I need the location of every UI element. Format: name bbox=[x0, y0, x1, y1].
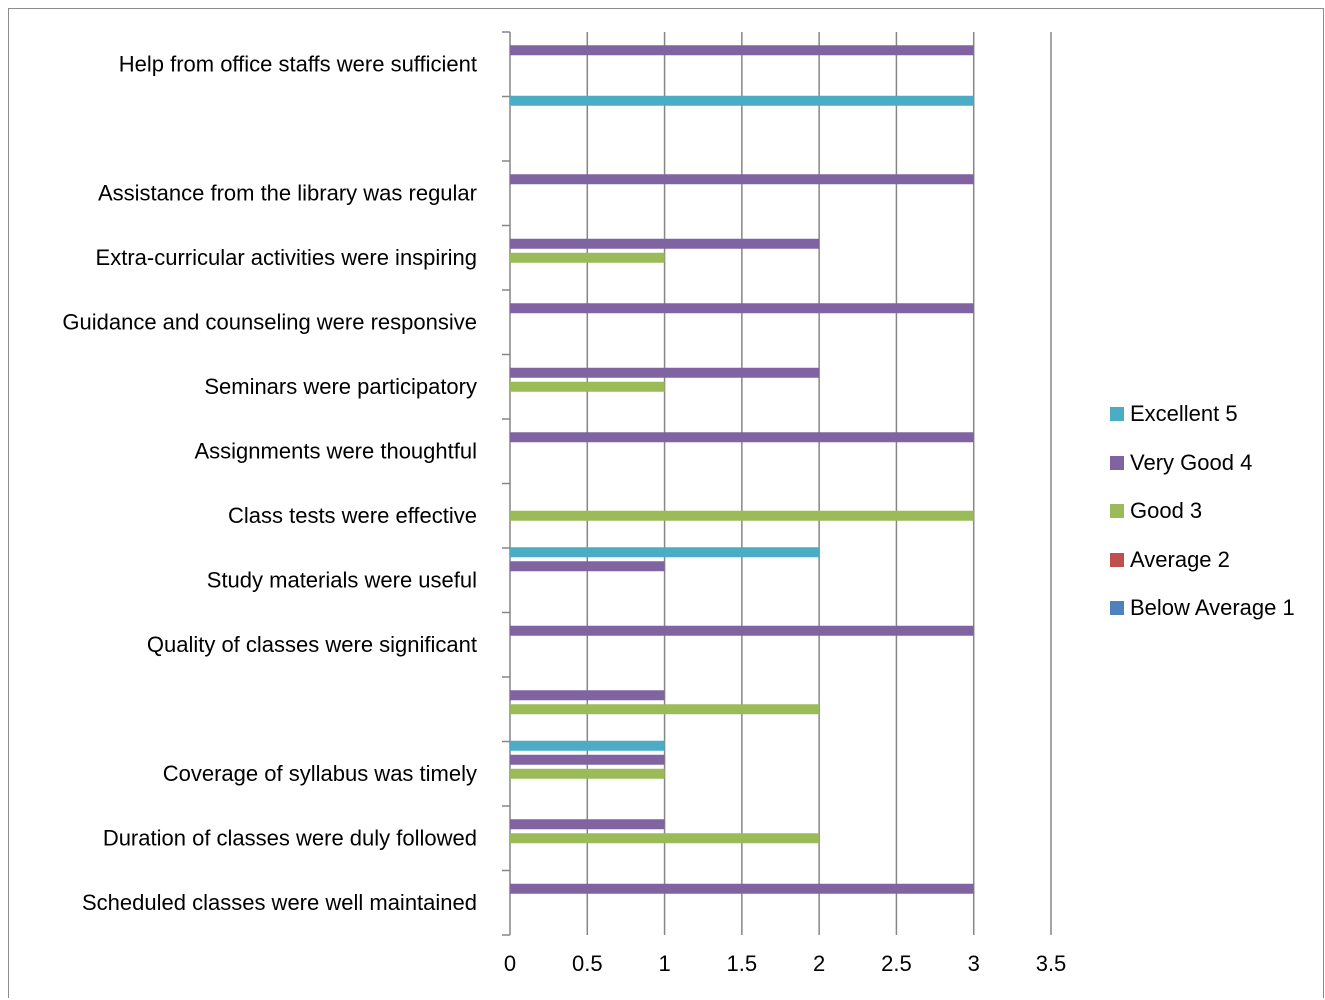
x-tick-label: 2.5 bbox=[881, 951, 912, 976]
chart-frame bbox=[8, 8, 1324, 998]
bar bbox=[510, 819, 665, 830]
category-label: Duration of classes were duly followed bbox=[103, 825, 477, 850]
bar bbox=[510, 95, 974, 106]
bar bbox=[510, 510, 974, 521]
x-tick-label: 3 bbox=[968, 951, 980, 976]
legend-label: Very Good 4 bbox=[1130, 449, 1253, 475]
x-tick-label: 1 bbox=[658, 951, 670, 976]
legend-label: Excellent 5 bbox=[1130, 401, 1238, 427]
category-label: Seminars were participatory bbox=[204, 374, 477, 399]
bar bbox=[510, 768, 665, 779]
bar bbox=[510, 625, 974, 636]
category-label: Class tests were effective bbox=[228, 503, 477, 528]
category-label: Extra-curricular activities were inspiri… bbox=[96, 245, 477, 270]
bar bbox=[510, 833, 820, 844]
bar bbox=[510, 561, 665, 572]
category-label: Study materials were useful bbox=[207, 567, 477, 592]
x-tick-label: 0 bbox=[504, 951, 516, 976]
legend-swatch bbox=[1110, 504, 1124, 519]
bar bbox=[510, 303, 974, 314]
bar bbox=[510, 547, 820, 558]
x-tick-label: 2 bbox=[813, 951, 825, 976]
bar bbox=[510, 252, 665, 263]
category-label: Guidance and counseling were responsive bbox=[62, 309, 477, 334]
category-label: Assignments were thoughtful bbox=[195, 438, 478, 463]
legend-swatch bbox=[1110, 455, 1124, 470]
bar bbox=[510, 381, 665, 392]
bar bbox=[510, 740, 665, 751]
legend-label: Good 3 bbox=[1130, 498, 1203, 524]
legend-item: Average 2 bbox=[1110, 536, 1295, 585]
bar bbox=[510, 238, 820, 249]
category-label: Help from office staffs were sufficient bbox=[119, 51, 477, 76]
x-tick-label: 3.5 bbox=[1036, 951, 1067, 976]
category-label: Coverage of syllabus was timely bbox=[163, 761, 477, 786]
legend-item: Below Average 1 bbox=[1110, 584, 1295, 633]
x-tick-label: 1.5 bbox=[727, 951, 758, 976]
category-label: Assistance from the library was regular bbox=[98, 180, 477, 205]
legend-item: Excellent 5 bbox=[1110, 390, 1295, 439]
bar bbox=[510, 45, 974, 56]
legend-label: Below Average 1 bbox=[1130, 595, 1295, 621]
legend-item: Good 3 bbox=[1110, 487, 1295, 536]
bar bbox=[510, 432, 974, 443]
legend-swatch bbox=[1110, 407, 1124, 422]
bar bbox=[510, 690, 665, 701]
category-label: Scheduled classes were well maintained bbox=[82, 890, 477, 915]
category-label: Quality of classes were significant bbox=[147, 632, 477, 657]
legend-swatch bbox=[1110, 552, 1124, 567]
bar bbox=[510, 704, 820, 715]
bar bbox=[510, 754, 665, 765]
x-tick-label: 0.5 bbox=[572, 951, 603, 976]
bar bbox=[510, 883, 974, 894]
legend-swatch bbox=[1110, 601, 1124, 616]
bar bbox=[510, 174, 974, 185]
legend-label: Average 2 bbox=[1130, 546, 1230, 572]
legend-item: Very Good 4 bbox=[1110, 439, 1295, 488]
bar bbox=[510, 367, 820, 378]
chart-legend: Excellent 5 Very Good 4 Good 3 Average 2 Bel… bbox=[1110, 390, 1295, 633]
